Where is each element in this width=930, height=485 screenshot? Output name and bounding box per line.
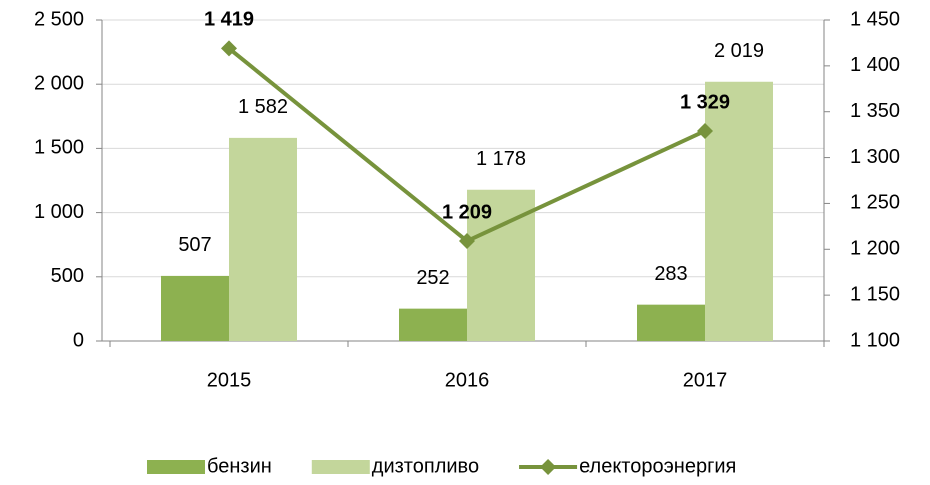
y-tick-label: 1 000 <box>34 201 84 223</box>
y2-tick-label: 1 450 <box>850 8 900 30</box>
y2-tick-label: 1 200 <box>850 238 900 260</box>
bar <box>399 308 467 341</box>
data-label: 283 <box>654 263 687 285</box>
y-tick-label: 1 500 <box>34 137 84 159</box>
legend-label: дизтопливо <box>372 455 479 477</box>
y2-tick-label: 1 400 <box>850 54 900 76</box>
legend-label: бензин <box>207 455 272 477</box>
y2-tick-label: 1 100 <box>850 329 900 351</box>
legend-swatch <box>540 459 557 475</box>
y2-tick-label: 1 150 <box>850 283 900 305</box>
x-tick-label: 2017 <box>683 369 728 391</box>
bar <box>229 137 297 341</box>
y2-tick-label: 1 350 <box>850 100 900 122</box>
x-tick-label: 2015 <box>207 369 252 391</box>
line-marker <box>221 40 237 57</box>
data-label: 507 <box>178 234 211 256</box>
y-tick-label: 0 <box>73 329 84 351</box>
legend-swatch <box>311 460 370 474</box>
data-label: 1 419 <box>204 9 254 31</box>
data-label: 1 209 <box>442 201 492 223</box>
data-label: 1 178 <box>476 148 526 170</box>
bar <box>705 81 773 341</box>
x-tick-label: 2016 <box>445 369 490 391</box>
data-label: 2 019 <box>714 40 764 62</box>
y2-tick-label: 1 250 <box>850 192 900 214</box>
data-label: 252 <box>416 267 449 289</box>
y-tick-label: 2 500 <box>34 8 84 30</box>
bar <box>637 304 705 341</box>
legend-label: електороэнергия <box>579 455 736 477</box>
y-tick-label: 500 <box>51 265 84 287</box>
legend-swatch <box>147 460 205 474</box>
data-label: 1 329 <box>680 91 730 113</box>
y-tick-label: 2 000 <box>34 72 84 94</box>
line-marker <box>697 122 713 139</box>
bar <box>161 275 229 341</box>
y2-tick-label: 1 300 <box>850 146 900 168</box>
data-label: 1 582 <box>238 96 288 118</box>
line-marker <box>459 233 475 250</box>
